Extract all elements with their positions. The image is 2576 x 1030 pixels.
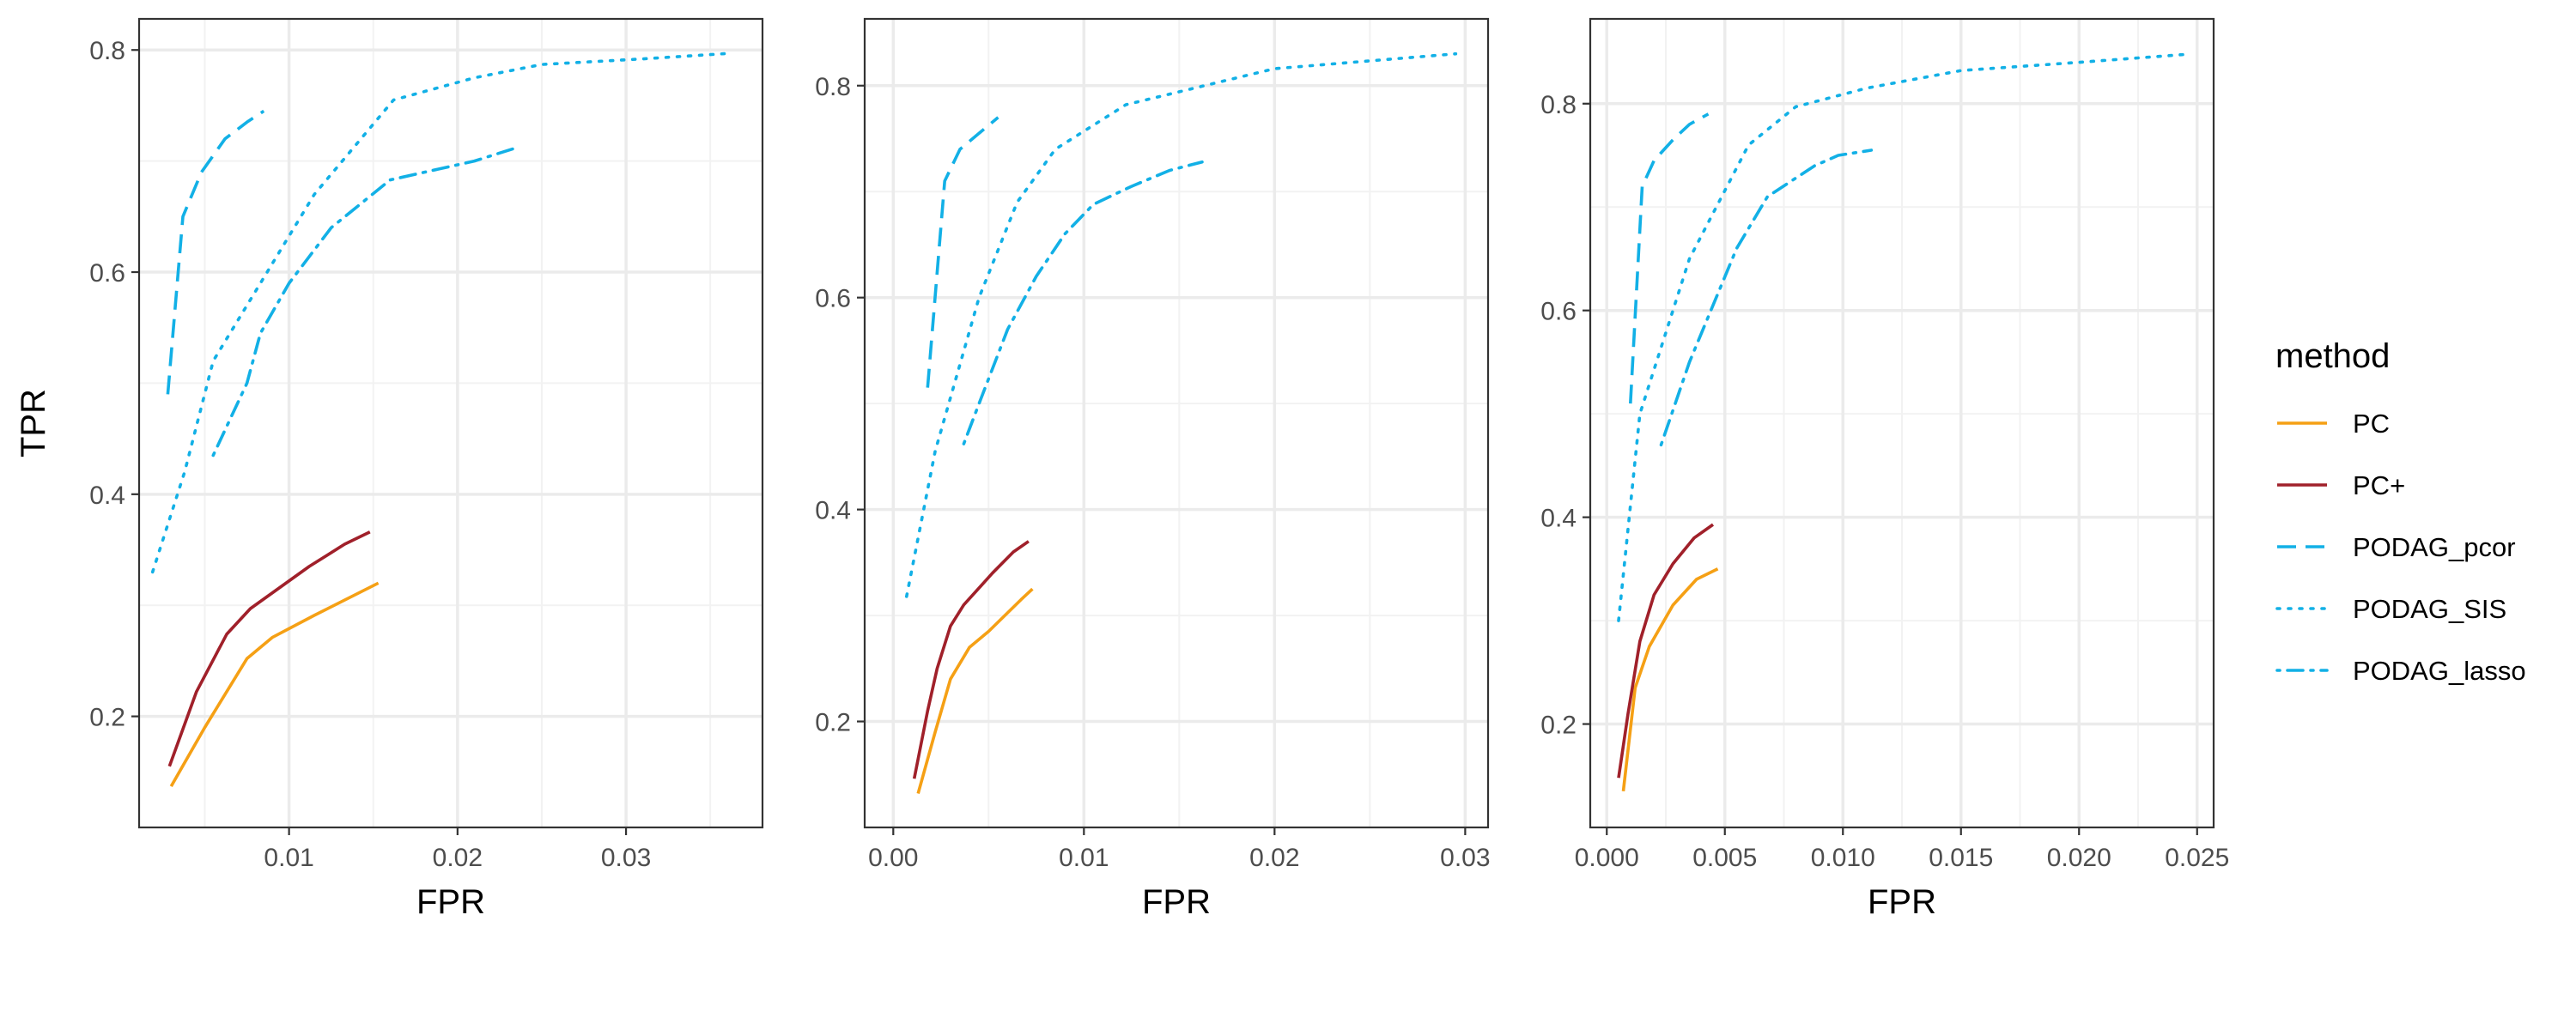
panel-background [139,19,762,827]
axis-ticks: 0.000 0.005 0.010 0.015 0.020 0.025 0.2 0.4 0.6 0… [1540,91,2229,872]
x-tick-label: 0.02 [1249,844,1299,872]
legend-label: PODAG_lasso [2353,656,2526,686]
series-line-podag-pcor [166,109,265,395]
x-tick-label: 0.020 [2047,844,2111,872]
y-tick-label: 0.4 [815,497,851,525]
x-tick-label: 0.01 [1059,844,1109,872]
x-axis-title: FPR [1868,883,1936,921]
axis-ticks: 0.00 0.01 0.02 0.03 0.2 0.4 0.6 0.8 [815,73,1490,872]
x-tick-label: 0.03 [601,844,651,872]
legend-item: PODAG_pcor [2277,532,2516,562]
y-tick-label: 0.4 [89,482,125,510]
x-tick-label: 0.01 [264,844,313,872]
series-line-podag-pcor [926,116,999,388]
x-tick-label: 0.00 [868,844,918,872]
y-tick-label: 0.8 [1540,91,1577,119]
y-tick-label: 0.4 [1540,505,1577,533]
series-line-pc- [912,540,1030,779]
x-tick-label: 0.02 [433,844,483,872]
y-tick-label: 0.8 [815,73,851,101]
legend-label: PODAG_pcor [2353,532,2516,562]
series-line-podag-lasso [1659,148,1874,447]
x-tick-label: 0.03 [1440,844,1490,872]
series-lines [905,52,1458,794]
axis-ticks: 0.01 0.02 0.03 0.2 0.4 0.6 0.8 [89,37,651,872]
series-line-pc- [167,530,371,767]
panel-border [863,17,1490,829]
y-tick-label: 0.2 [1540,712,1577,740]
legend-item: PC [2277,409,2390,439]
legend-item: PODAG_lasso [2275,656,2526,686]
series-lines [1617,52,2192,792]
y-tick-label: 0.6 [1540,298,1577,326]
panel-border [1589,17,2215,829]
legend-item: PODAG_SIS [2275,594,2506,624]
y-tick-label: 0.8 [89,37,125,65]
series-line-podag-lasso [211,146,519,457]
y-tick-label: 0.2 [89,704,125,732]
series-lines [150,52,732,787]
gridlines [1590,19,2214,827]
gridlines [139,19,762,827]
y-tick-label: 0.6 [89,259,125,288]
x-tick-label: 0.005 [1692,844,1757,872]
legend-item: PC+ [2277,470,2405,500]
x-tick-label: 0.025 [2165,844,2229,872]
chart-panel-1: 0.01 0.02 0.03 0.2 0.4 0.6 0.8 FPR [89,17,764,921]
chart-panel-3: 0.000 0.005 0.010 0.015 0.020 0.025 0.2 0.4 0.6 0… [1540,17,2229,921]
series-line-podag-sis [1617,52,2192,622]
legend-items: PC PC+ PODAG_pcor PODAG_SIS PODAG_lasso [2275,409,2526,686]
x-axis-title: FPR [416,883,485,921]
x-tick-label: 0.010 [1811,844,1875,872]
y-tick-label: 0.2 [815,709,851,737]
x-axis-title: FPR [1142,883,1211,921]
series-line-pc [1621,567,1719,792]
series-line-pc [169,581,380,787]
series-line-podag-pcor [1629,112,1710,404]
panel-border [137,17,764,829]
legend-title: method [2275,337,2390,375]
x-tick-label: 0.000 [1575,844,1639,872]
y-axis-title: TPR [15,389,52,457]
gridlines [865,19,1488,827]
series-line-pc [916,587,1034,794]
x-tick-label: 0.015 [1929,844,1993,872]
y-tick-label: 0.6 [815,285,851,313]
legend-label: PODAG_SIS [2353,594,2506,624]
series-line-podag-lasso [962,160,1204,445]
legend: method PC PC+ PODAG_pcor PODAG_SIS PODAG_las… [2275,337,2526,686]
chart-panel-2: 0.00 0.01 0.02 0.03 0.2 0.4 0.6 0.8 FPR [815,17,1491,921]
series-line-pc- [1617,523,1715,779]
legend-label: PC+ [2353,470,2405,500]
panel-background [865,19,1488,827]
legend-label: PC [2353,409,2390,439]
